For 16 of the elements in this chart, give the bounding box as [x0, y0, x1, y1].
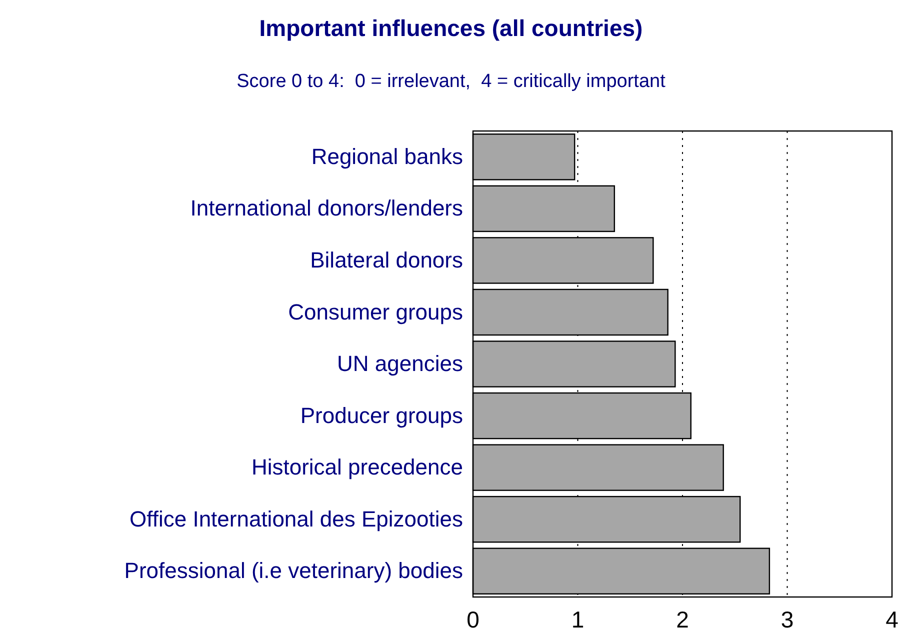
y-tick-label: Bilateral donors: [310, 247, 463, 272]
x-tick-label: 3: [780, 606, 794, 632]
x-tick-label: 2: [676, 606, 689, 632]
chart-title: Important influences (all countries): [259, 15, 643, 41]
y-tick-label: Historical precedence: [251, 454, 463, 480]
y-tick-label: International donors/lenders: [190, 196, 463, 221]
y-tick-label: Professional (i.e veterinary) bodies: [124, 558, 463, 584]
x-tick-label: 4: [886, 606, 899, 632]
y-tick-label: Consumer groups: [288, 299, 463, 324]
chart-subtitle: Score 0 to 4: 0 = irrelevant, 4 = critically important: [236, 71, 666, 92]
x-tick-label: 1: [571, 606, 584, 632]
y-tick-label: Regional banks: [311, 144, 463, 169]
x-tick-label: 0: [466, 606, 480, 632]
y-tick-label: Office International des Epizooties: [130, 506, 463, 532]
y-tick-label: UN agencies: [337, 351, 463, 376]
y-tick-label: Producer groups: [300, 402, 463, 428]
